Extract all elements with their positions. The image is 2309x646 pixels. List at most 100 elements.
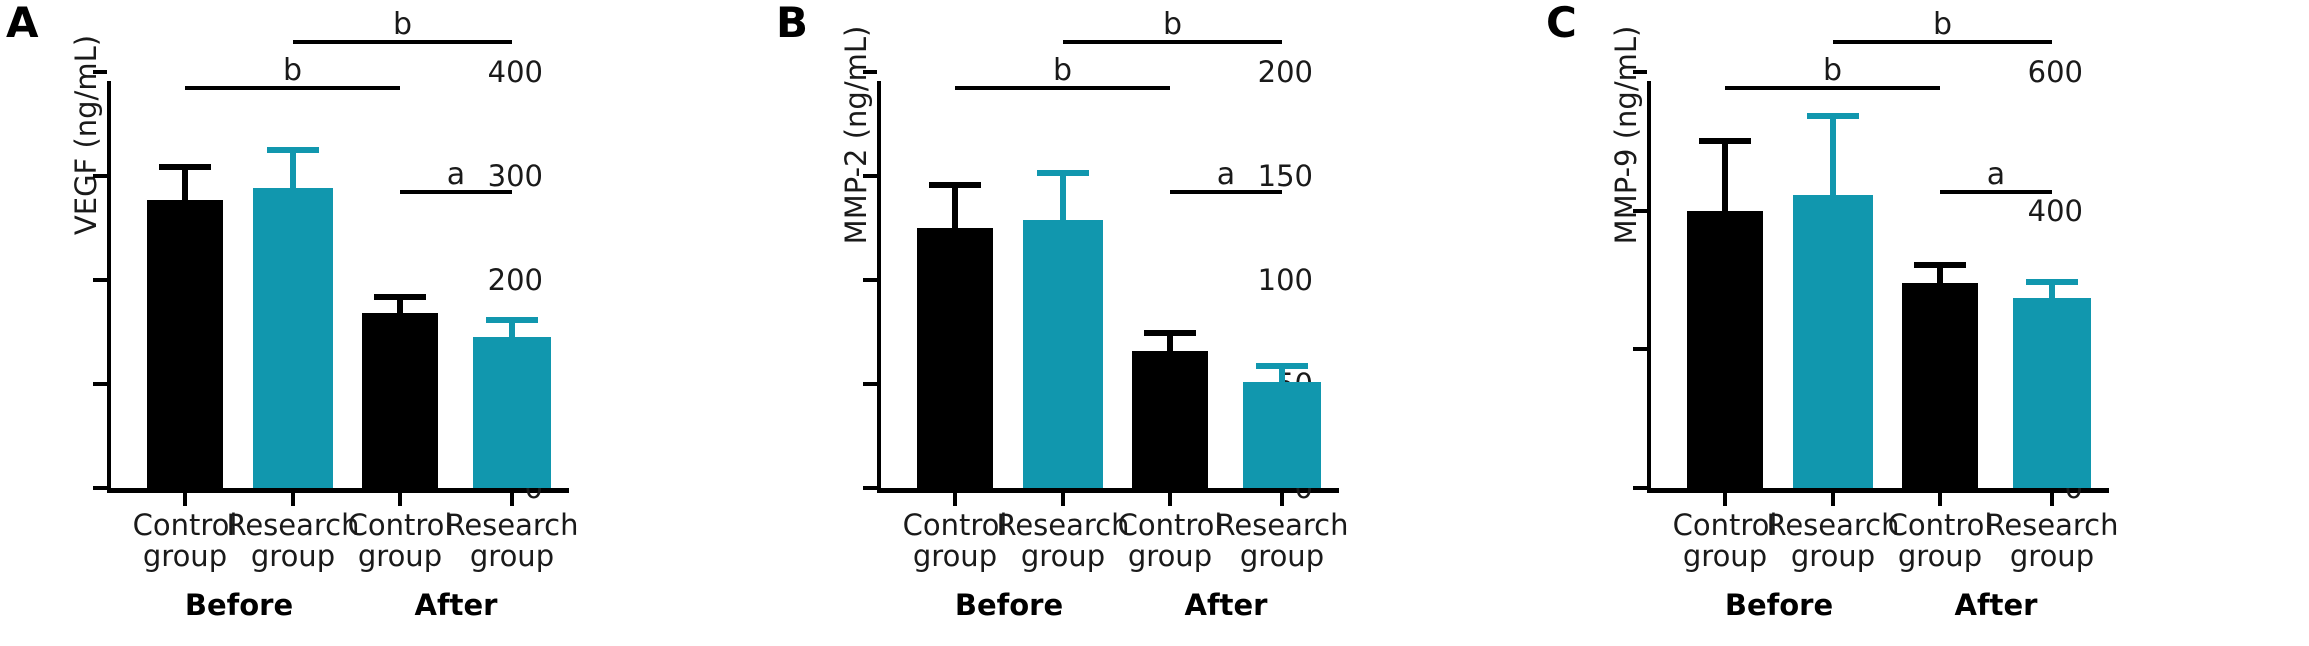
x-category-line2: group <box>1127 539 1213 574</box>
x-category-line1: Research <box>226 508 360 542</box>
bar-control-0 <box>1687 210 1763 488</box>
bar-control-0 <box>147 199 223 488</box>
x-tick <box>1061 493 1065 506</box>
x-category-line1: Research <box>996 508 1130 542</box>
bar-control-0 <box>917 228 993 488</box>
error-bar-0 <box>107 72 567 488</box>
y-tick-label: 400 <box>487 55 543 89</box>
significance-bar-0: b <box>293 6 512 44</box>
x-category-line1: Control <box>1117 508 1223 542</box>
bar-research-1 <box>253 188 333 488</box>
y-tick <box>1633 347 1647 352</box>
y-tick <box>1633 208 1647 213</box>
x-axis-line <box>107 488 569 493</box>
significance-label: a <box>1216 156 1236 192</box>
x-category-line1: Research <box>1985 508 2119 542</box>
x-group-label-after: After <box>1954 588 2038 622</box>
significance-label: a <box>446 156 466 192</box>
x-category-line1: Research <box>445 508 579 542</box>
significance-line <box>185 86 400 90</box>
significance-bar-1: b <box>185 52 400 90</box>
x-category-label: Control group <box>870 509 1040 573</box>
y-tick <box>93 278 107 282</box>
significance-line <box>1170 190 1282 194</box>
bar-research-1 <box>1023 219 1103 488</box>
significance-label: b <box>392 6 413 42</box>
significance-label: a <box>1986 156 2006 192</box>
significance-label: b <box>1932 6 1953 42</box>
y-tick-label: 100 <box>1257 263 1313 297</box>
x-group-label-before: Before <box>1724 588 1834 622</box>
y-tick <box>1633 486 1647 490</box>
x-category-line2: group <box>250 539 336 574</box>
x-category-line1: Research <box>1766 508 1900 542</box>
plot-area: 050100150200bbaControlgroupResearchgroup… <box>863 8 1349 622</box>
x-category-label: Control group <box>1640 508 1810 574</box>
y-axis-line <box>1647 81 1651 488</box>
y-axis-line <box>877 81 881 488</box>
x-category-line2: group <box>1682 539 1768 574</box>
error-bar-1 <box>107 72 567 488</box>
y-axis-label: MMP-2 (ng/mL) <box>839 25 873 245</box>
x-category-line1: Research <box>1215 508 1349 542</box>
x-category-label: Research group <box>1197 508 1367 574</box>
x-tick <box>510 493 514 506</box>
error-bar-2 <box>877 72 1337 488</box>
significance-bar-0: b <box>1063 6 1282 44</box>
significance-label: b <box>282 52 303 88</box>
bar-research-3 <box>1243 381 1321 488</box>
bar-control-2 <box>1902 282 1978 488</box>
significance-label: b <box>1162 6 1183 42</box>
y-tick-label: 200 <box>1257 55 1313 89</box>
x-group-label-after: After <box>1184 588 1268 622</box>
error-bar-0 <box>877 72 1337 488</box>
significance-bar-1: b <box>1725 52 1940 90</box>
error-bar-3 <box>1647 72 2107 488</box>
x-category-label: Control group <box>315 508 485 573</box>
y-axis-label: VEGF (ng/mL) <box>69 34 103 236</box>
x-category-line1: Control <box>1672 508 1778 542</box>
error-bar-3 <box>877 72 1337 488</box>
error-bar-1 <box>1647 72 2107 488</box>
panel-letter: B <box>776 0 809 47</box>
y-tick-label: 150 <box>1257 159 1313 193</box>
x-axis-line <box>1647 488 2109 493</box>
x-category-line2: group <box>1239 539 1325 574</box>
plot-area: 0200400600bbaControlgroupResearchgroupCo… <box>1633 8 2119 622</box>
x-category-line1: Control <box>1887 508 1993 542</box>
x-tick <box>1831 493 1835 506</box>
error-bar-0 <box>1647 72 2107 488</box>
significance-bar-2: a <box>400 156 512 194</box>
significance-label: b <box>1822 52 1843 88</box>
y-tick <box>93 70 107 74</box>
significance-line <box>1725 86 1940 90</box>
y-tick <box>863 174 877 178</box>
bar-research-3 <box>2013 298 2091 488</box>
y-tick-label: 400 <box>2027 193 2083 228</box>
x-category-label: Research group <box>208 508 378 574</box>
x-category-line1: Control <box>347 508 453 542</box>
x-tick <box>953 493 957 506</box>
x-category-label: Research group <box>1748 508 1918 574</box>
significance-line <box>1833 40 2052 44</box>
significance-bar-2: a <box>1170 156 1282 194</box>
x-category-label: Control group <box>1085 508 1255 574</box>
significance-line <box>1063 40 1282 44</box>
x-category-line2: group <box>2009 539 2095 574</box>
significance-line <box>293 40 512 44</box>
significance-bar-1: b <box>955 54 1170 90</box>
error-bar-3 <box>107 72 567 488</box>
x-category-line2: group <box>1790 539 1876 574</box>
x-tick <box>183 493 187 506</box>
x-group-label-after: After <box>414 588 498 622</box>
x-category-line2: group <box>469 539 555 574</box>
x-category-line1: Control <box>132 508 238 542</box>
x-category-line2: group <box>1897 539 1983 574</box>
x-category-line2: group <box>1020 539 1106 574</box>
x-category-label: Research group <box>978 508 1148 574</box>
panel-letter: C <box>1546 0 1577 47</box>
y-tick <box>863 382 877 386</box>
